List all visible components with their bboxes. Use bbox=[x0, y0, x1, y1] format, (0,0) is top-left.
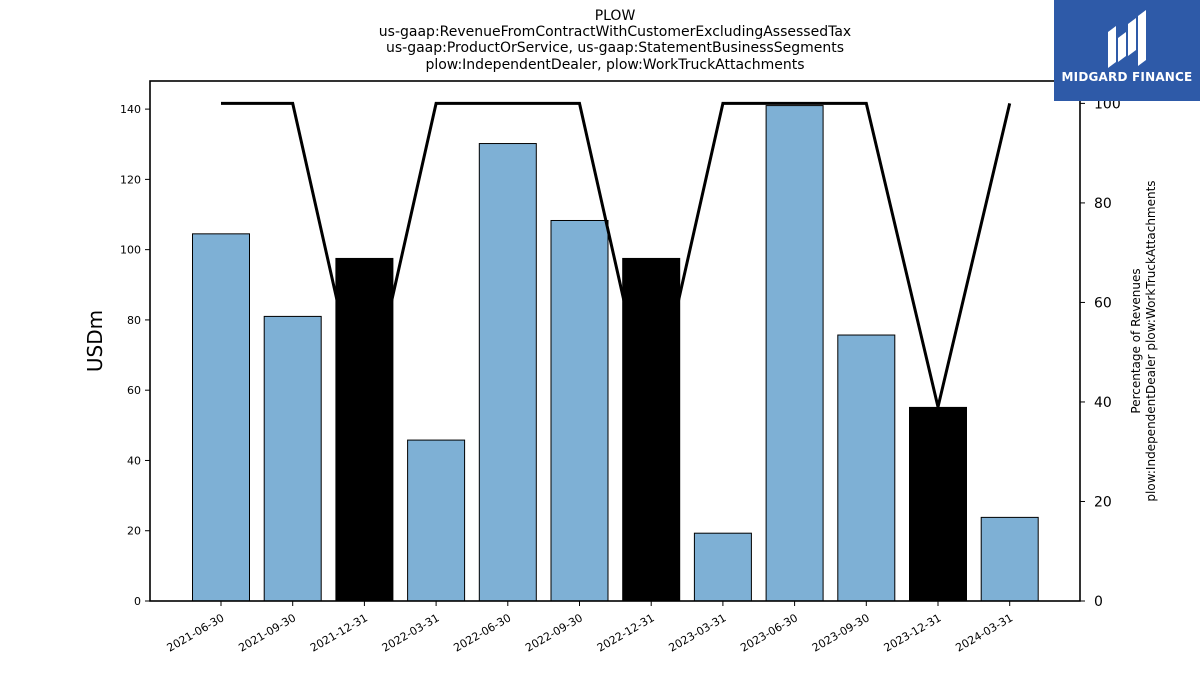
x-tick-label-2023-12-31: 2023-12-31 bbox=[882, 611, 944, 654]
y2-tick-label-0: 0 bbox=[1094, 594, 1103, 610]
bar-2021-09-30 bbox=[263, 315, 322, 602]
logo-text: MIDGARD FINANCE bbox=[1061, 70, 1193, 84]
x-tick-label-2022-12-31: 2022-12-31 bbox=[595, 611, 657, 654]
percentage-line bbox=[221, 101, 1012, 423]
bar-2023-12-31 bbox=[909, 406, 967, 602]
plot-frame bbox=[149, 80, 1081, 602]
y-tick-label-140: 140 bbox=[120, 103, 141, 116]
chart-subtitle-concept: us-gaap:RevenueFromContractWithCustomerE… bbox=[378, 24, 852, 40]
y-tick-label-60: 60 bbox=[127, 384, 141, 397]
bar-2023-06-30 bbox=[765, 105, 824, 602]
x-tick-label-2023-09-30: 2023-09-30 bbox=[810, 611, 872, 654]
y-tick-label-100: 100 bbox=[120, 244, 141, 257]
bar-2021-12-31 bbox=[335, 257, 394, 602]
x-tick-label-2022-03-31: 2022-03-31 bbox=[380, 611, 442, 654]
x-tick-label-2021-12-31: 2021-12-31 bbox=[308, 611, 370, 654]
bar-2024-03-31 bbox=[980, 516, 1039, 602]
bar-2022-12-31 bbox=[622, 257, 681, 602]
y2-tick-label-80: 80 bbox=[1094, 196, 1112, 212]
x-tick-label-2024-03-31: 2024-03-31 bbox=[953, 611, 1015, 654]
y2-tick-label-40: 40 bbox=[1094, 395, 1112, 411]
x-tick-label-2023-06-30: 2023-06-30 bbox=[738, 611, 800, 654]
bar-2022-06-30 bbox=[478, 143, 537, 602]
x-tick-label-2022-09-30: 2022-09-30 bbox=[523, 611, 585, 654]
y-tick-label-0: 0 bbox=[134, 595, 141, 608]
y-tick-label-120: 120 bbox=[120, 173, 141, 186]
chart-subtitle-axes: us-gaap:ProductOrService, us-gaap:Statem… bbox=[385, 40, 844, 56]
x-tick-label-2021-09-30: 2021-09-30 bbox=[236, 611, 298, 654]
bar-2022-03-31 bbox=[407, 439, 466, 602]
secondary-y-axis-label-line2: plow:IndependentDealer plow:WorkTruckAtt… bbox=[1144, 180, 1158, 502]
midgard-finance-logo: MIDGARD FINANCE bbox=[1054, 0, 1200, 101]
chart-title: PLOW bbox=[594, 8, 636, 24]
bar-2021-06-30 bbox=[192, 233, 250, 602]
y-axis-label: USDm bbox=[83, 309, 107, 373]
y-tick-label-80: 80 bbox=[127, 314, 141, 327]
bar-2022-09-30 bbox=[550, 219, 609, 602]
y-tick-label-20: 20 bbox=[127, 525, 141, 538]
bar-2023-09-30 bbox=[837, 334, 896, 602]
x-tick-label-2022-06-30: 2022-06-30 bbox=[451, 611, 513, 654]
bar-2023-03-31 bbox=[693, 532, 752, 602]
percentage-line-group bbox=[221, 101, 1012, 423]
x-tick-label-2023-03-31: 2023-03-31 bbox=[667, 611, 729, 654]
y-tick-label-40: 40 bbox=[127, 454, 141, 467]
bars-group bbox=[192, 105, 1039, 602]
secondary-y-axis-label: Percentage of Revenues plow:IndependentD… bbox=[1129, 180, 1159, 501]
chart-subtitle-members: plow:IndependentDealer, plow:WorkTruckAt… bbox=[425, 57, 805, 73]
x-tick-label-2021-06-30: 2021-06-30 bbox=[165, 611, 227, 654]
secondary-y-axis-label-line1: Percentage of Revenues bbox=[1129, 268, 1143, 414]
y2-tick-label-20: 20 bbox=[1094, 494, 1112, 510]
y2-tick-label-60: 60 bbox=[1094, 295, 1112, 311]
midgard-logo-icon bbox=[1108, 10, 1146, 68]
